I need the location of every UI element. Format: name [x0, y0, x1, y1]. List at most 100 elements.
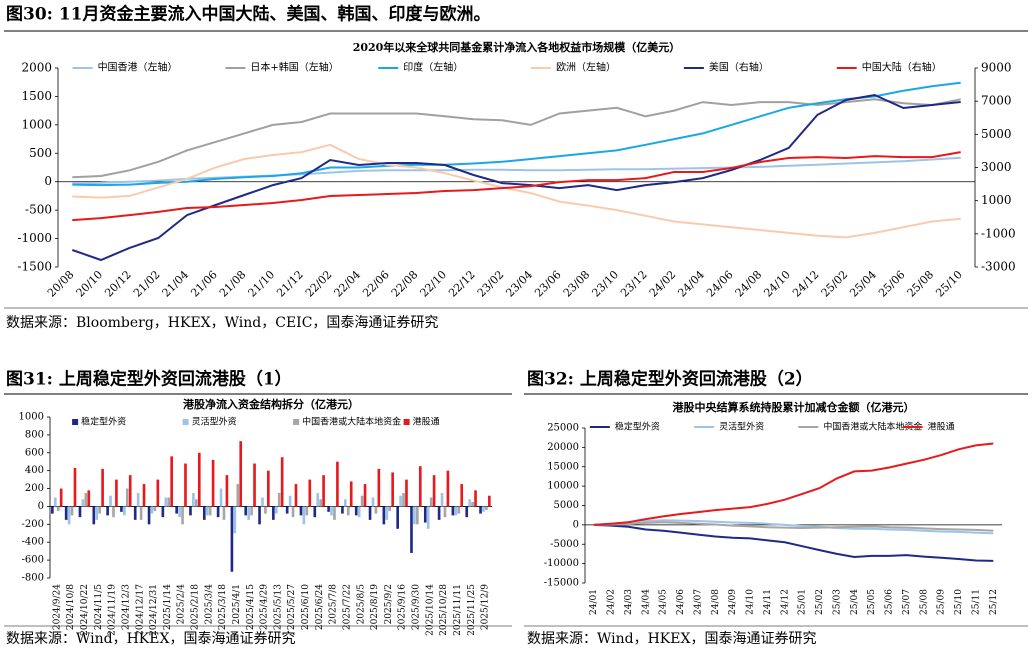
bar: [98, 506, 101, 514]
bar: [106, 506, 109, 516]
y-tick-label: -15000: [544, 578, 579, 589]
bar: [59, 488, 63, 507]
bar: [374, 506, 378, 514]
bar: [460, 484, 464, 507]
bar: [402, 493, 405, 507]
heading: 图32: 上周稳定型外资回流港股（2）: [527, 369, 813, 390]
x-tick-label: 25/03: [832, 589, 842, 615]
bar: [230, 506, 234, 572]
x-tick-label: 2025/4/15: [246, 584, 256, 630]
x-tick-label: 25/06: [876, 268, 908, 300]
y-tick-label: 200: [25, 483, 44, 494]
x-tick-label: 23/04: [503, 268, 535, 300]
bar: [341, 506, 344, 514]
x-tick-label: 25/08: [905, 268, 937, 300]
series-line: [72, 156, 961, 185]
x-tick-label: 24/12: [780, 589, 790, 615]
bar: [454, 506, 458, 516]
bar: [128, 475, 132, 507]
bar: [357, 506, 361, 518]
x-tick-label: 25/04: [850, 589, 860, 615]
bar: [426, 506, 430, 529]
bar: [371, 497, 375, 507]
x-tick-label: 2024/9/24: [52, 584, 62, 630]
bar: [258, 506, 261, 525]
x-tick-label: 2024/10/22: [80, 584, 90, 636]
x-tick-label: 25/06: [885, 589, 895, 615]
x-tick-label: 24/05: [659, 589, 669, 615]
bar: [440, 493, 444, 507]
series-line: [72, 81, 961, 187]
bar: [236, 484, 240, 507]
x-tick-label: 2025/3/4: [204, 584, 214, 625]
bar: [250, 506, 253, 516]
bar: [109, 495, 112, 507]
x-tick-label: 23/06: [532, 268, 564, 300]
x-tick-label: 2025/9/30: [412, 584, 422, 630]
y-tick-label: -400: [22, 537, 44, 548]
x-tick-label: 2024/11/5: [94, 584, 104, 630]
x-tick-label: 2025/1/14: [163, 584, 173, 630]
y-tick-label: 0: [44, 174, 52, 188]
x-tick-label: 24/12: [790, 268, 822, 300]
chart-title: 港股净流入资金结构拆分（亿港元）: [183, 397, 359, 411]
x-tick-label: 24/06: [676, 589, 686, 615]
bar: [175, 506, 178, 514]
bar: [92, 506, 96, 525]
x-tick-label: 2025/4/29: [260, 584, 270, 630]
y-tick-label: -10000: [544, 558, 579, 569]
bar: [322, 475, 325, 507]
bar: [208, 506, 212, 516]
bar: [399, 495, 402, 507]
bar: [446, 470, 450, 507]
x-tick-label: 25/09: [937, 589, 947, 615]
bar: [95, 506, 99, 520]
x-tick-label: 25/10: [954, 589, 964, 615]
x-tick-label: 2025/5/13: [273, 584, 283, 630]
y-tick-label: -600: [22, 555, 44, 566]
x-tick-label: 2024/12/17: [135, 584, 145, 636]
y-tick-label: 0: [38, 501, 44, 512]
legend-label: 中国大陆（右轴）: [862, 61, 942, 74]
chart-title: 港股中央结算系统持股累计加减仓金额（亿港元）: [673, 400, 915, 414]
x-tick-label: 20/10: [74, 268, 106, 300]
x-tick-label: 2024/12/3: [121, 584, 131, 630]
x-tick-label: 2025/4/1: [232, 584, 242, 624]
bar: [280, 457, 284, 507]
legend-label: 中国香港或大陆本地资金: [302, 416, 401, 428]
x-tick-label: 21/06: [188, 268, 220, 300]
x-tick-label: 24/07: [693, 589, 703, 615]
bar: [330, 506, 333, 516]
bar: [465, 506, 469, 518]
bar: [377, 468, 381, 507]
y-tick-label: 10000: [547, 481, 579, 492]
bar: [396, 506, 399, 529]
x-tick-label: 2024/12/31: [149, 584, 159, 636]
x-tick-label: 20/12: [102, 268, 134, 300]
x-tick-label: 2025/7/22: [342, 584, 352, 630]
bar: [211, 459, 215, 507]
series-line: [72, 151, 961, 222]
bar: [153, 506, 157, 511]
legend-label: 欧洲（左轴）: [556, 61, 616, 74]
x-tick-label: 2025/6/10: [301, 584, 311, 630]
bar: [316, 493, 320, 507]
x-tick-label: 22/10: [417, 268, 449, 300]
legend-label: 印度（左轴）: [403, 61, 463, 74]
bar: [120, 506, 123, 512]
bar: [247, 506, 250, 520]
x-tick-label: 2025/3/18: [218, 584, 228, 630]
x-tick-label: 23/02: [475, 268, 507, 300]
bar: [308, 479, 312, 507]
bar: [125, 488, 129, 507]
bar: [274, 506, 278, 514]
bar: [391, 472, 394, 507]
x-tick-label: 2025/9/2: [384, 584, 394, 624]
bar: [354, 506, 358, 516]
x-tick-label: 21/10: [246, 268, 278, 300]
bar: [136, 493, 140, 507]
legend-label: 美国（右轴）: [709, 61, 769, 74]
legend-label: 中国香港（左轴）: [98, 61, 178, 74]
x-tick-label: 24/02: [647, 268, 679, 300]
